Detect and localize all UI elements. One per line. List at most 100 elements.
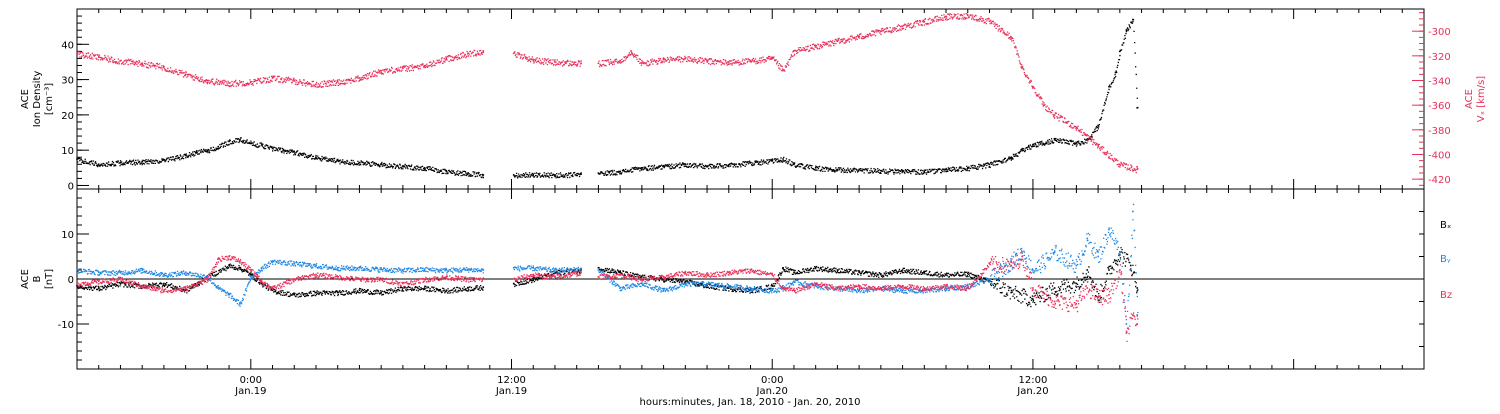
data-point <box>228 264 230 267</box>
data-point <box>1086 269 1089 271</box>
bottom-ylabel-line-1: ACE <box>20 269 31 289</box>
data-point <box>141 269 143 271</box>
data-point <box>966 167 969 169</box>
data-point <box>1053 114 1056 116</box>
y-tick-label: -10 <box>58 320 74 331</box>
data-point <box>727 61 730 63</box>
data-point <box>336 80 339 83</box>
data-point <box>260 282 263 285</box>
data-point <box>1021 255 1023 258</box>
data-point <box>1010 264 1013 267</box>
legend-bx: Bₓ <box>1440 220 1451 231</box>
data-point <box>727 164 730 166</box>
data-point <box>206 149 209 151</box>
data-point <box>445 57 448 60</box>
data-point <box>1075 142 1078 144</box>
data-point <box>512 266 515 269</box>
data-point <box>814 167 817 169</box>
data-point <box>1097 145 1099 147</box>
data-point <box>184 154 187 157</box>
data-point <box>239 302 241 305</box>
y-tick-label: 40 <box>61 40 74 51</box>
data-point <box>901 25 904 28</box>
data-point <box>1010 156 1013 159</box>
data-point <box>1032 298 1034 301</box>
data-point <box>1129 264 1132 267</box>
data-point <box>1075 302 1078 305</box>
data-point <box>1097 296 1099 298</box>
date-tick-label: Jan.19 <box>495 386 527 397</box>
data-point <box>1108 85 1110 88</box>
data-point <box>923 20 926 23</box>
data-point <box>402 67 404 69</box>
data-point <box>532 173 535 175</box>
data-point <box>1119 50 1121 53</box>
data-point <box>901 170 904 173</box>
data-point <box>1021 67 1023 69</box>
data-point <box>1086 237 1089 240</box>
bottom-ylabel-line-2: B <box>32 275 43 282</box>
data-point <box>380 69 382 72</box>
data-point <box>195 151 198 153</box>
data-point <box>512 282 515 285</box>
data-point <box>315 156 317 159</box>
data-point <box>1042 104 1045 106</box>
data-point <box>630 50 632 52</box>
data-point <box>206 275 209 278</box>
data-point <box>271 260 274 262</box>
data-point <box>988 163 991 166</box>
data-point <box>782 158 784 160</box>
data-point <box>250 269 252 271</box>
data-point <box>684 280 687 283</box>
data-point <box>880 169 882 172</box>
data-point <box>793 271 795 274</box>
data-point <box>988 278 991 280</box>
data-point <box>293 278 296 280</box>
data-point <box>1053 300 1056 303</box>
data-point <box>1053 287 1056 289</box>
data-point <box>1108 293 1110 296</box>
data-point <box>228 293 230 296</box>
data-point <box>1132 210 1134 213</box>
data-point <box>1075 282 1078 285</box>
data-point <box>771 289 774 292</box>
top-y2label-line-2: Vₓ [km/s] <box>1476 76 1487 122</box>
data-point <box>641 62 643 65</box>
bottom-panel-ticks: 10 0 -10 <box>58 188 1424 370</box>
y-tick-label: -380 <box>1428 126 1451 137</box>
data-point <box>445 275 448 278</box>
data-point <box>858 35 860 37</box>
data-point <box>512 52 515 55</box>
top-right-ylabel: ACE Vₓ [km/s] <box>1464 76 1487 122</box>
data-point <box>228 140 230 143</box>
data-point <box>163 282 165 285</box>
data-point <box>184 287 187 289</box>
data-point <box>97 56 100 58</box>
time-tick-label: 0:00 <box>240 375 262 386</box>
data-point <box>336 291 339 294</box>
data-point <box>217 287 220 289</box>
y-tick-label: 30 <box>61 76 74 87</box>
data-point <box>901 284 904 287</box>
data-point <box>141 284 143 287</box>
top-y2label-line-1: ACE <box>1464 89 1475 109</box>
data-point <box>1075 126 1078 129</box>
data-point <box>1021 251 1023 253</box>
data-point <box>271 287 274 289</box>
data-point <box>597 269 600 271</box>
series-red <box>76 250 1139 342</box>
data-point <box>423 287 426 289</box>
top-ylabel-line-3: [cm⁻³] <box>44 83 55 115</box>
data-point <box>512 278 515 280</box>
y-tick-label: 10 <box>61 230 74 241</box>
data-marks <box>76 12 1139 342</box>
data-point <box>1010 260 1013 262</box>
data-point <box>532 278 535 280</box>
data-point <box>1108 269 1110 271</box>
legend-bz: Bz <box>1440 290 1452 301</box>
data-point <box>814 284 817 287</box>
data-point <box>402 287 404 289</box>
data-point <box>1086 287 1089 289</box>
data-point <box>97 271 100 274</box>
